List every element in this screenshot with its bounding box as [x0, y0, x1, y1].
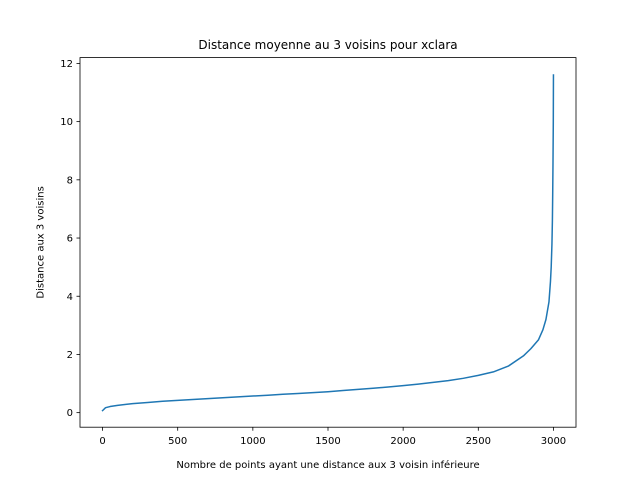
x-tick-label: 1500 [315, 436, 340, 447]
series-layer [101, 74, 555, 412]
x-tick-label: 2500 [466, 436, 491, 447]
x-tick-label: 3000 [541, 436, 566, 447]
x-tick-label: 500 [168, 436, 187, 447]
x-tick-label: 0 [99, 436, 105, 447]
x-tick-label: 2000 [390, 436, 415, 447]
series-line-0 [101, 74, 555, 412]
y-tick-label: 8 [67, 175, 73, 186]
y-tick-label: 12 [60, 59, 73, 70]
y-tick-label: 0 [67, 408, 73, 419]
axes-frame [79, 57, 577, 428]
chart-title: Distance moyenne au 3 voisins pour xclar… [198, 38, 457, 52]
x-axis-ticks: 0 500 1000 1500 2000 2500 3000 [99, 427, 566, 447]
x-tick-label: 1000 [240, 436, 265, 447]
y-tick-label: 4 [67, 292, 73, 303]
y-tick-label: 2 [67, 350, 73, 361]
y-axis-ticks: 0 2 4 6 8 10 12 [60, 59, 80, 419]
y-tick-label: 6 [67, 234, 73, 245]
y-tick-label: 10 [60, 117, 73, 128]
y-axis-label: Distance aux 3 voisins [36, 186, 47, 298]
x-axis-label: Nombre de points ayant une distance aux … [176, 459, 479, 471]
